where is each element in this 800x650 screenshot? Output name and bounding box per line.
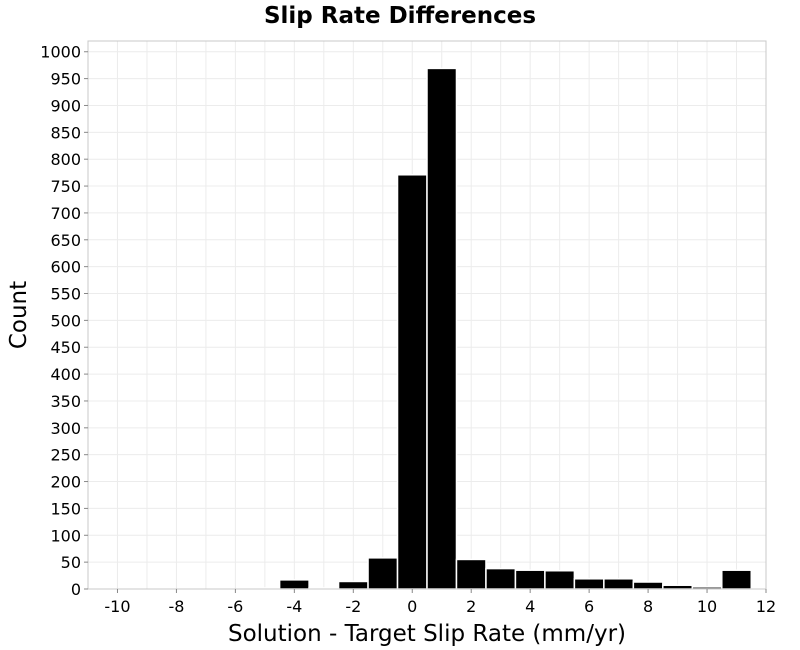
x-tick-label: 0 — [407, 597, 417, 616]
histogram-bar — [544, 569, 576, 590]
y-tick-label: 750 — [50, 177, 81, 196]
y-tick-label: 250 — [50, 446, 81, 465]
histogram-bar — [721, 569, 753, 590]
histogram-bar — [603, 578, 635, 590]
x-tick-label: -10 — [104, 597, 130, 616]
y-tick-label: 300 — [50, 419, 81, 438]
y-tick-label: 450 — [50, 338, 81, 357]
y-tick-label: 350 — [50, 392, 81, 411]
histogram-bar — [455, 558, 487, 590]
histogram-bar — [662, 584, 694, 590]
x-tick-label: 2 — [466, 597, 476, 616]
y-tick-label: 100 — [50, 526, 81, 545]
histogram-bar — [278, 579, 310, 590]
y-tick-label: 50 — [61, 553, 81, 572]
x-tick-label: 8 — [643, 597, 653, 616]
plot-frame — [87, 40, 767, 590]
y-tick-label: 200 — [50, 473, 81, 492]
y-tick-label: 850 — [50, 123, 81, 142]
x-tick-label: 4 — [525, 597, 535, 616]
y-tick-label: 900 — [50, 96, 81, 115]
x-tick-label: 10 — [697, 597, 717, 616]
x-tick-label: 12 — [756, 597, 776, 616]
x-tick-label: 6 — [584, 597, 594, 616]
y-tick-label: 0 — [71, 580, 81, 599]
y-tick-label: 150 — [50, 499, 81, 518]
x-axis-ticks: -10 -8 -6 -4 -2 0 2 4 6 8 10 12 — [104, 589, 776, 616]
histogram-bar — [337, 580, 369, 590]
y-axis-ticks: 0 50 100 150 200 250 300 350 400 450 500 550 600 650 7… — [40, 43, 88, 599]
histogram-bar — [632, 581, 664, 590]
y-tick-label: 1000 — [40, 43, 81, 62]
chart-title: Slip Rate Differences — [264, 3, 536, 29]
histogram-bar — [573, 578, 605, 590]
y-tick-label: 800 — [50, 150, 81, 169]
y-tick-label: 500 — [50, 311, 81, 330]
y-tick-label: 950 — [50, 70, 81, 89]
x-tick-label: -6 — [227, 597, 243, 616]
histogram-bar — [514, 569, 546, 590]
x-tick-label: -8 — [168, 597, 184, 616]
x-tick-label: -4 — [286, 597, 302, 616]
y-axis-label: Count — [6, 281, 32, 349]
x-axis-label: Solution - Target Slip Rate (mm/yr) — [228, 621, 626, 647]
y-tick-label: 550 — [50, 285, 81, 304]
histogram-bar — [367, 557, 399, 590]
y-tick-label: 700 — [50, 204, 81, 223]
y-tick-label: 400 — [50, 365, 81, 384]
histogram-bar — [485, 567, 517, 590]
y-tick-label: 600 — [50, 258, 81, 277]
x-tick-label: -2 — [345, 597, 361, 616]
y-tick-label: 650 — [50, 231, 81, 250]
histogram-bar — [426, 67, 458, 590]
histogram-bar — [396, 174, 428, 590]
